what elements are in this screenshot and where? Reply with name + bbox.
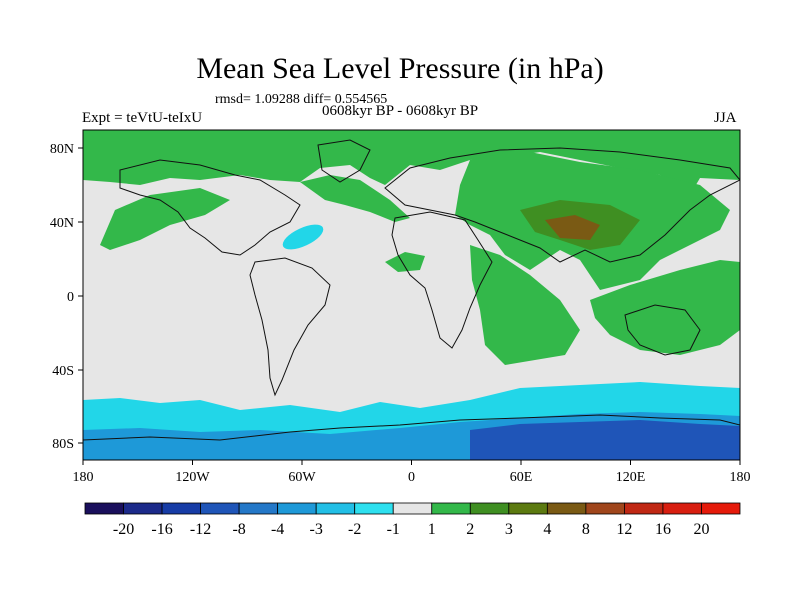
colorbar-label-6: -2 [348,521,361,538]
australia-coast [624,304,701,356]
coastlines [83,139,740,441]
colorbar-box-14 [624,502,664,515]
period-label: 0608kyr BP - 0608kyr BP [321,103,479,119]
colorbar-box-15 [662,502,702,515]
latitude-axis: 80N 40N 0 40S 80S [50,142,83,452]
colorbar-label-2: -12 [190,521,211,538]
colorbar-label-4: -4 [271,521,284,538]
lon-label-120e: 120E [616,470,646,485]
eurasia-coast [384,147,740,263]
lon-label-180w: 180 [73,470,94,485]
colorbar-box-8 [392,502,433,515]
colorbar-label-9: 2 [466,521,474,538]
longitude-axis: 180 120W 60W 0 60E 120E 180 [73,460,751,485]
colorbar-box-3 [200,502,240,515]
colorbar-label-11: 4 [543,521,551,538]
mid-atlantic-positive [385,252,425,272]
north-pacific-positive [100,188,230,250]
lon-label-180e: 180 [730,470,751,485]
tibet-positive-core [545,215,600,240]
atlantic-negative-cell [282,224,324,250]
colorbar-box-10 [469,502,510,515]
lat-label-80n: 80N [50,142,74,157]
colorbar-box-9 [431,502,471,515]
antarctica-coast [83,414,740,441]
colorbar-box-0 [84,502,124,515]
west-pacific-positive [590,260,740,355]
colorbar-box-2 [161,502,201,515]
season-label: JJA [714,110,737,126]
field-layer [83,130,740,460]
colorbar-label-10: 3 [505,521,513,538]
colorbar-box-12 [546,502,587,515]
colorbar-box-4 [238,502,279,515]
colorbar-box-1 [123,502,163,515]
greenland-coast [317,139,371,183]
colorbar-box-16 [701,502,741,515]
colorbar-label-8: 1 [428,521,436,538]
north-atlantic-positive [300,175,410,222]
africa-indian-positive [470,245,580,365]
arctic-positive-region [83,130,740,195]
lat-label-40s: 40S [52,364,74,379]
south-america-coast [249,257,331,397]
lat-label-40n: 40N [50,216,74,231]
north-america-coast [119,159,301,256]
map-title: Mean Sea Level Pressure (in hPa) [196,52,604,85]
colorbar-box-11 [508,502,548,515]
antarctic-negative-core [470,420,740,460]
colorbar-label-13: 12 [616,521,632,538]
colorbar-label-14: 16 [655,521,671,538]
colorbar-box-13 [585,502,625,515]
lat-label-0: 0 [67,290,74,305]
colorbar-box-5 [277,502,317,515]
colorbar-box-7 [354,502,394,515]
lon-label-60w: 60W [288,470,316,485]
stats-text: rmsd= 1.09288 diff= 0.554565 [215,92,388,107]
colorbar-label-15: 20 [693,521,709,538]
lon-label-120w: 120W [175,470,210,485]
colorbar: -20 -16 -12 -8 -4 -3 -2 -1 1 2 3 4 8 12 16 20 [84,502,741,538]
africa-coast [391,211,493,349]
colorbar-label-5: -3 [310,521,323,538]
colorbar-label-12: 8 [582,521,590,538]
lon-label-60e: 60E [510,470,533,485]
colorbar-label-3: -8 [232,521,245,538]
lon-label-0: 0 [408,470,415,485]
colorbar-label-1: -16 [151,521,172,538]
lat-label-80s: 80S [52,437,74,452]
colorbar-box-6 [315,502,356,515]
colorbar-label-0: -20 [113,521,134,538]
colorbar-label-7: -1 [387,521,400,538]
experiment-label: Expt = teVtU-teIxU [82,110,203,126]
